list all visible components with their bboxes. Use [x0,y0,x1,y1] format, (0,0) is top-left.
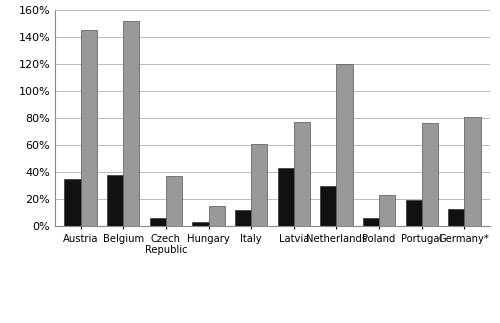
Bar [107,175,123,226]
Bar [379,195,396,226]
Bar [406,200,422,226]
Bar [278,168,294,226]
Bar [80,30,97,226]
Bar [166,176,182,226]
Bar [64,179,80,226]
Bar [294,122,310,226]
Bar [363,218,379,226]
Bar [192,222,208,226]
Bar [251,144,268,226]
Bar [235,210,251,226]
Bar [464,117,480,226]
Bar [422,123,438,226]
Bar [448,209,464,226]
Bar [208,206,224,226]
Bar [123,20,140,226]
Bar [336,64,352,226]
Bar [320,185,336,226]
Bar [150,218,166,226]
